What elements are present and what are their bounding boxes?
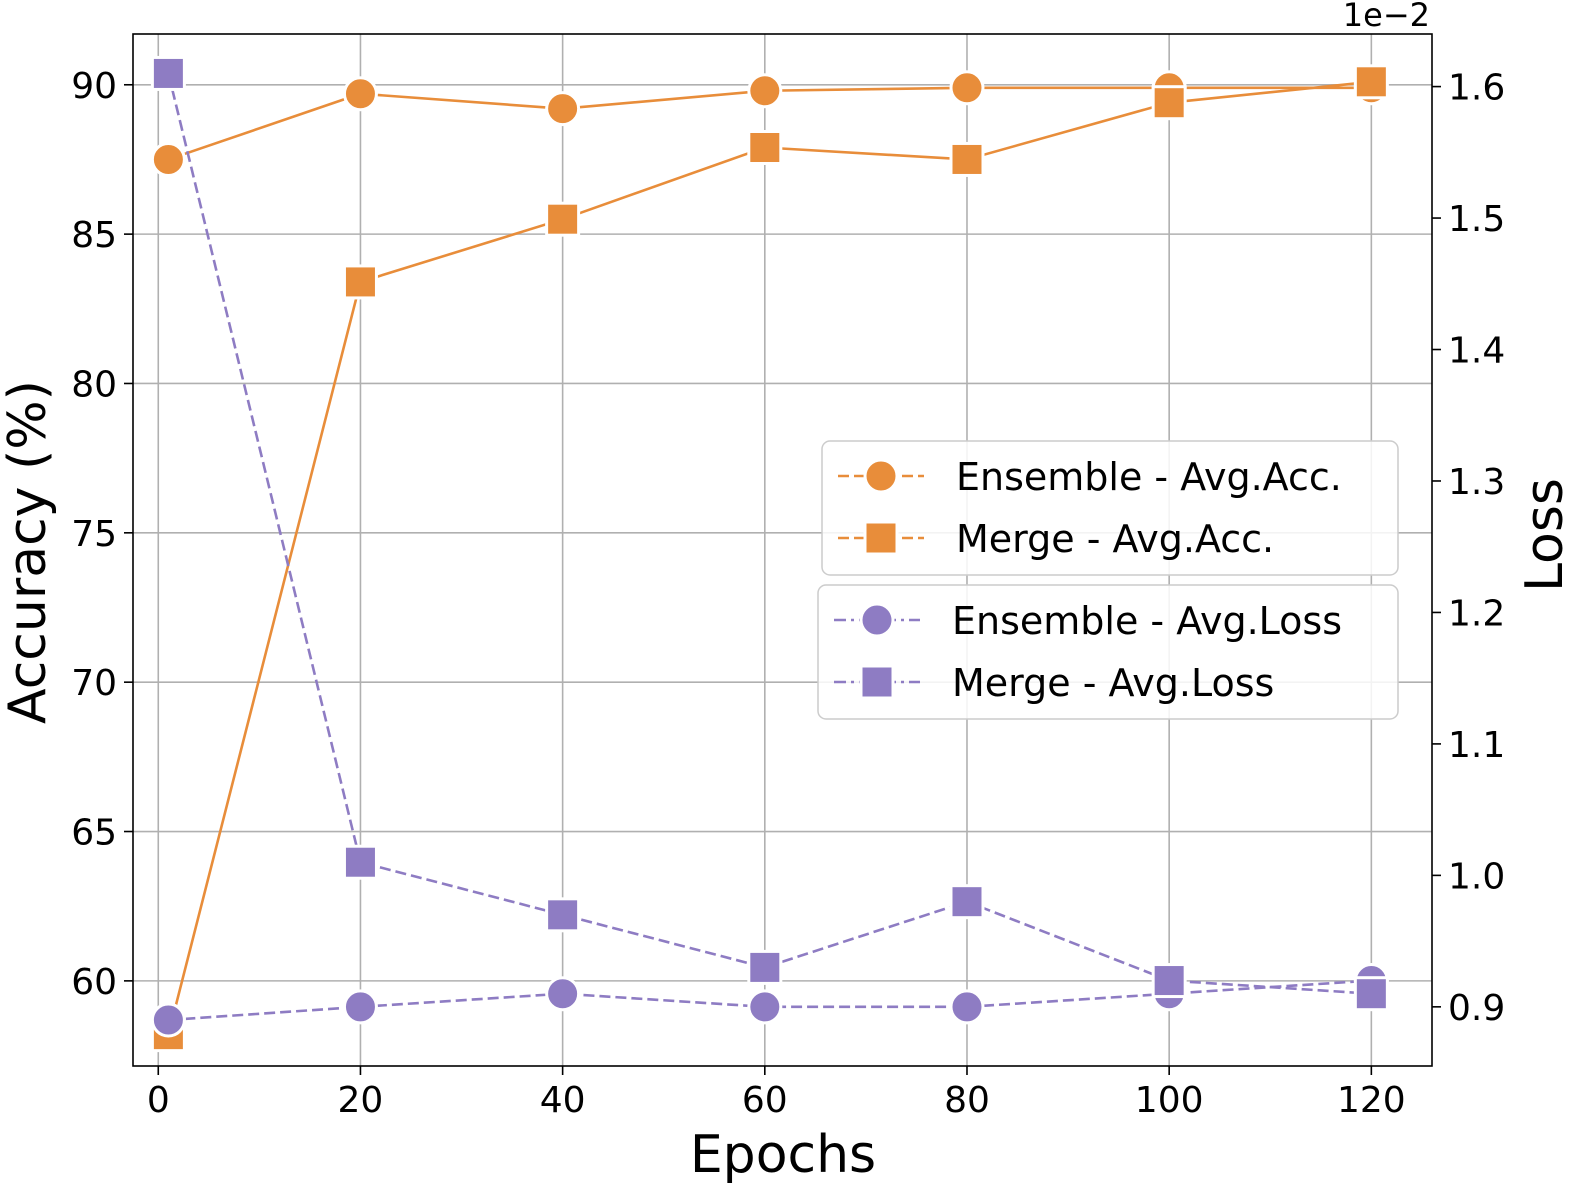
right-y-tick-label: 0.9 — [1448, 988, 1505, 1029]
data-point — [342, 989, 378, 1025]
data-point — [949, 141, 985, 177]
x-axis-label: Epochs — [690, 1125, 876, 1185]
left-y-tick-label: 65 — [71, 813, 117, 854]
left-y-tick-label: 85 — [71, 215, 117, 256]
legend-label: Ensemble - Avg.Acc. — [956, 455, 1342, 499]
legend-loss-box — [817, 584, 1399, 720]
data-point — [747, 130, 783, 166]
legend-accuracy-box — [821, 440, 1399, 576]
x-tick-label: 0 — [147, 1080, 170, 1121]
x-axis-ticks: 0 20 40 60 80 100 120 — [147, 1066, 1406, 1121]
left-y-tick-label: 70 — [71, 663, 117, 704]
right-y-tick-label: 1.2 — [1448, 593, 1505, 634]
data-point — [342, 844, 378, 880]
legend-label: Merge - Avg.Acc. — [956, 517, 1274, 561]
left-y-tick-label: 90 — [71, 66, 117, 107]
right-y-tick-label: 1.1 — [1448, 725, 1505, 766]
legend-marker — [863, 520, 899, 556]
legend-marker — [859, 664, 895, 700]
plot-frame — [132, 33, 1433, 1067]
right-y-tick-label: 1.3 — [1448, 462, 1505, 503]
data-point — [949, 884, 985, 920]
left-y-tick-label: 75 — [71, 514, 117, 555]
data-point — [342, 264, 378, 300]
legend-marker — [863, 458, 899, 494]
data-point — [150, 1002, 186, 1038]
legend-marker — [859, 602, 895, 638]
x-tick-label: 60 — [742, 1080, 788, 1121]
legend-accuracy: Ensemble - Avg.Acc. Merge - Avg.Acc. — [821, 440, 1399, 576]
left-y-axis-label: Accuracy (%) — [0, 380, 58, 724]
data-point — [949, 989, 985, 1025]
left-y-tick-label: 60 — [71, 962, 117, 1003]
left-y-axis-ticks: 60 65 70 75 80 85 90 — [71, 66, 133, 1003]
x-tick-label: 80 — [944, 1080, 990, 1121]
data-point — [150, 141, 186, 177]
right-y-axis-label: Loss — [1515, 478, 1575, 592]
legend-label: Ensemble - Avg.Loss — [952, 599, 1342, 643]
data-point — [1353, 64, 1389, 100]
data-point — [747, 949, 783, 985]
right-y-tick-label: 1.0 — [1448, 856, 1505, 897]
right-y-tick-label: 1.6 — [1448, 68, 1505, 109]
legend-label: Merge - Avg.Loss — [952, 661, 1274, 705]
right-y-tick-label: 1.4 — [1448, 331, 1505, 372]
x-tick-label: 40 — [540, 1080, 586, 1121]
data-point — [1151, 85, 1187, 121]
data-point — [545, 976, 581, 1012]
data-point — [545, 897, 581, 933]
data-point — [545, 91, 581, 127]
x-tick-label: 20 — [338, 1080, 384, 1121]
data-point — [747, 989, 783, 1025]
data-point — [1353, 976, 1389, 1012]
data-point — [150, 55, 186, 91]
data-point — [545, 201, 581, 237]
right-axis-offset-text: 1e−2 — [1343, 0, 1430, 34]
data-point — [1151, 963, 1187, 999]
right-y-axis-ticks: 0.9 1.0 1.1 1.2 1.3 1.4 1.5 1.6 — [1432, 68, 1505, 1029]
data-point — [949, 70, 985, 106]
legend-loss: Ensemble - Avg.Loss Merge - Avg.Loss — [817, 584, 1399, 720]
series-markers — [150, 55, 1389, 1053]
data-point — [747, 73, 783, 109]
data-point — [342, 76, 378, 112]
right-y-tick-label: 1.5 — [1448, 199, 1505, 240]
x-tick-label: 100 — [1135, 1080, 1204, 1121]
left-y-tick-label: 80 — [71, 364, 117, 405]
x-tick-label: 120 — [1337, 1080, 1406, 1121]
